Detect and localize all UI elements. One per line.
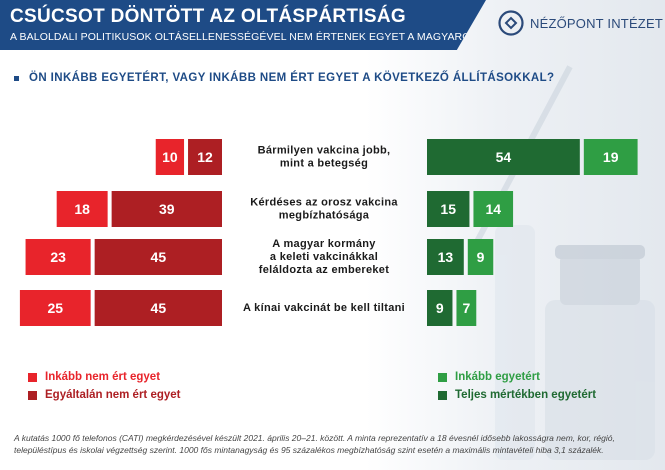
category-label-line: Kérdéses az orosz vakcina [250, 197, 398, 209]
legend-label: Egyáltalán nem ért egyet [45, 389, 181, 401]
page-subtitle: A BALOLDALI POLITIKUSOK OLTÁSELLENESSÉGÉ… [10, 31, 478, 43]
bar-disagree-somewhat [155, 139, 185, 175]
category-label: A kínai vakcinát be kell tiltani [243, 302, 405, 314]
diverging-bar-chart: 10 12 54 19 Bármilyen vakcina jobb, mint a be… [19, 139, 638, 326]
bar-agree-fully [473, 191, 514, 227]
bar-disagree-somewhat [56, 191, 108, 227]
logo-text: NÉZŐPONT INTÉZET [530, 15, 663, 31]
header-banner: CSÚCSOT DÖNTÖTT AZ OLTÁSPÁRTISÁG A BALOL… [0, 0, 486, 50]
value-label: 19 [603, 149, 619, 165]
bar-agree-fully [583, 139, 638, 175]
legend-item-disagree-somewhat: Inkább nem ért egyet [28, 371, 160, 383]
value-label: 39 [159, 201, 175, 217]
category-label-line: mint a betegség [280, 158, 368, 170]
nezopont-logo-icon [498, 10, 524, 36]
bar-disagree-fully [94, 239, 222, 275]
category-label-line: a keleti vakcinákkal [270, 251, 378, 263]
category-label-line: feláldozta az embereket [259, 264, 389, 276]
value-label: 9 [436, 300, 444, 316]
question-heading: ÖN INKÁBB EGYETÉRT, VAGY INKÁBB NEM ÉRT … [14, 72, 554, 84]
legend-label: Inkább egyetért [455, 371, 540, 383]
bar-disagree-fully [94, 290, 222, 326]
category-label-line: A kínai vakcinát be kell tiltani [243, 302, 405, 314]
legend-item-agree-somewhat: Inkább egyetért [438, 371, 540, 383]
value-label: 9 [477, 249, 485, 265]
bar-disagree-fully [188, 139, 222, 175]
question-text: ÖN INKÁBB EGYETÉRT, VAGY INKÁBB NEM ÉRT … [29, 72, 555, 84]
category-label: Bármilyen vakcina jobb, mint a betegség [258, 145, 391, 170]
value-label: 14 [485, 201, 501, 217]
value-label: 23 [50, 249, 66, 265]
value-label: 12 [197, 149, 213, 165]
value-label: 15 [440, 201, 456, 217]
page-title: CSÚCSOT DÖNTÖTT AZ OLTÁSPÁRTISÁG [10, 6, 406, 27]
value-label: 10 [162, 149, 178, 165]
legend-swatch [438, 390, 447, 400]
value-label: 13 [438, 249, 454, 265]
logo: NÉZŐPONT INTÉZET [498, 10, 663, 36]
value-label: 45 [151, 300, 167, 316]
value-label: 45 [151, 249, 167, 265]
category-label: Kérdéses az orosz vakcina megbízhatósága [250, 197, 398, 222]
bar-agree-somewhat [427, 191, 470, 227]
value-label: 25 [47, 300, 63, 316]
legend-item-agree-fully: Teljes mértékben egyetért [438, 389, 596, 401]
bar-agree-somewhat [427, 139, 580, 175]
bar-disagree-somewhat [25, 239, 91, 275]
category-label-line: megbízhatósága [279, 210, 370, 222]
bar-agree-somewhat [427, 290, 453, 326]
bar-agree-fully [467, 239, 494, 275]
value-label: 54 [496, 149, 512, 165]
value-label: 7 [462, 300, 470, 316]
legend-swatch [28, 390, 37, 400]
legend-swatch [438, 372, 447, 382]
bar-disagree-somewhat [19, 290, 91, 326]
bar-agree-somewhat [427, 239, 464, 275]
bar-agree-fully [456, 290, 477, 326]
value-label: 18 [74, 201, 90, 217]
category-label-line: Bármilyen vakcina jobb, [258, 145, 391, 157]
bullet-square [14, 75, 19, 81]
legend-swatch [28, 372, 37, 382]
category-label: A magyar kormány a keleti vakcinákkal felá… [259, 238, 389, 276]
legend-label: Inkább nem ért egyet [45, 371, 161, 383]
bar-disagree-fully [111, 191, 222, 227]
legend-label: Teljes mértékben egyetért [455, 389, 597, 401]
legend-item-disagree-fully: Egyáltalán nem ért egyet [28, 389, 181, 401]
methodology-footnote: A kutatás 1000 fő telefonos (CATI) megké… [14, 433, 615, 455]
category-label-line: A magyar kormány [272, 238, 376, 250]
